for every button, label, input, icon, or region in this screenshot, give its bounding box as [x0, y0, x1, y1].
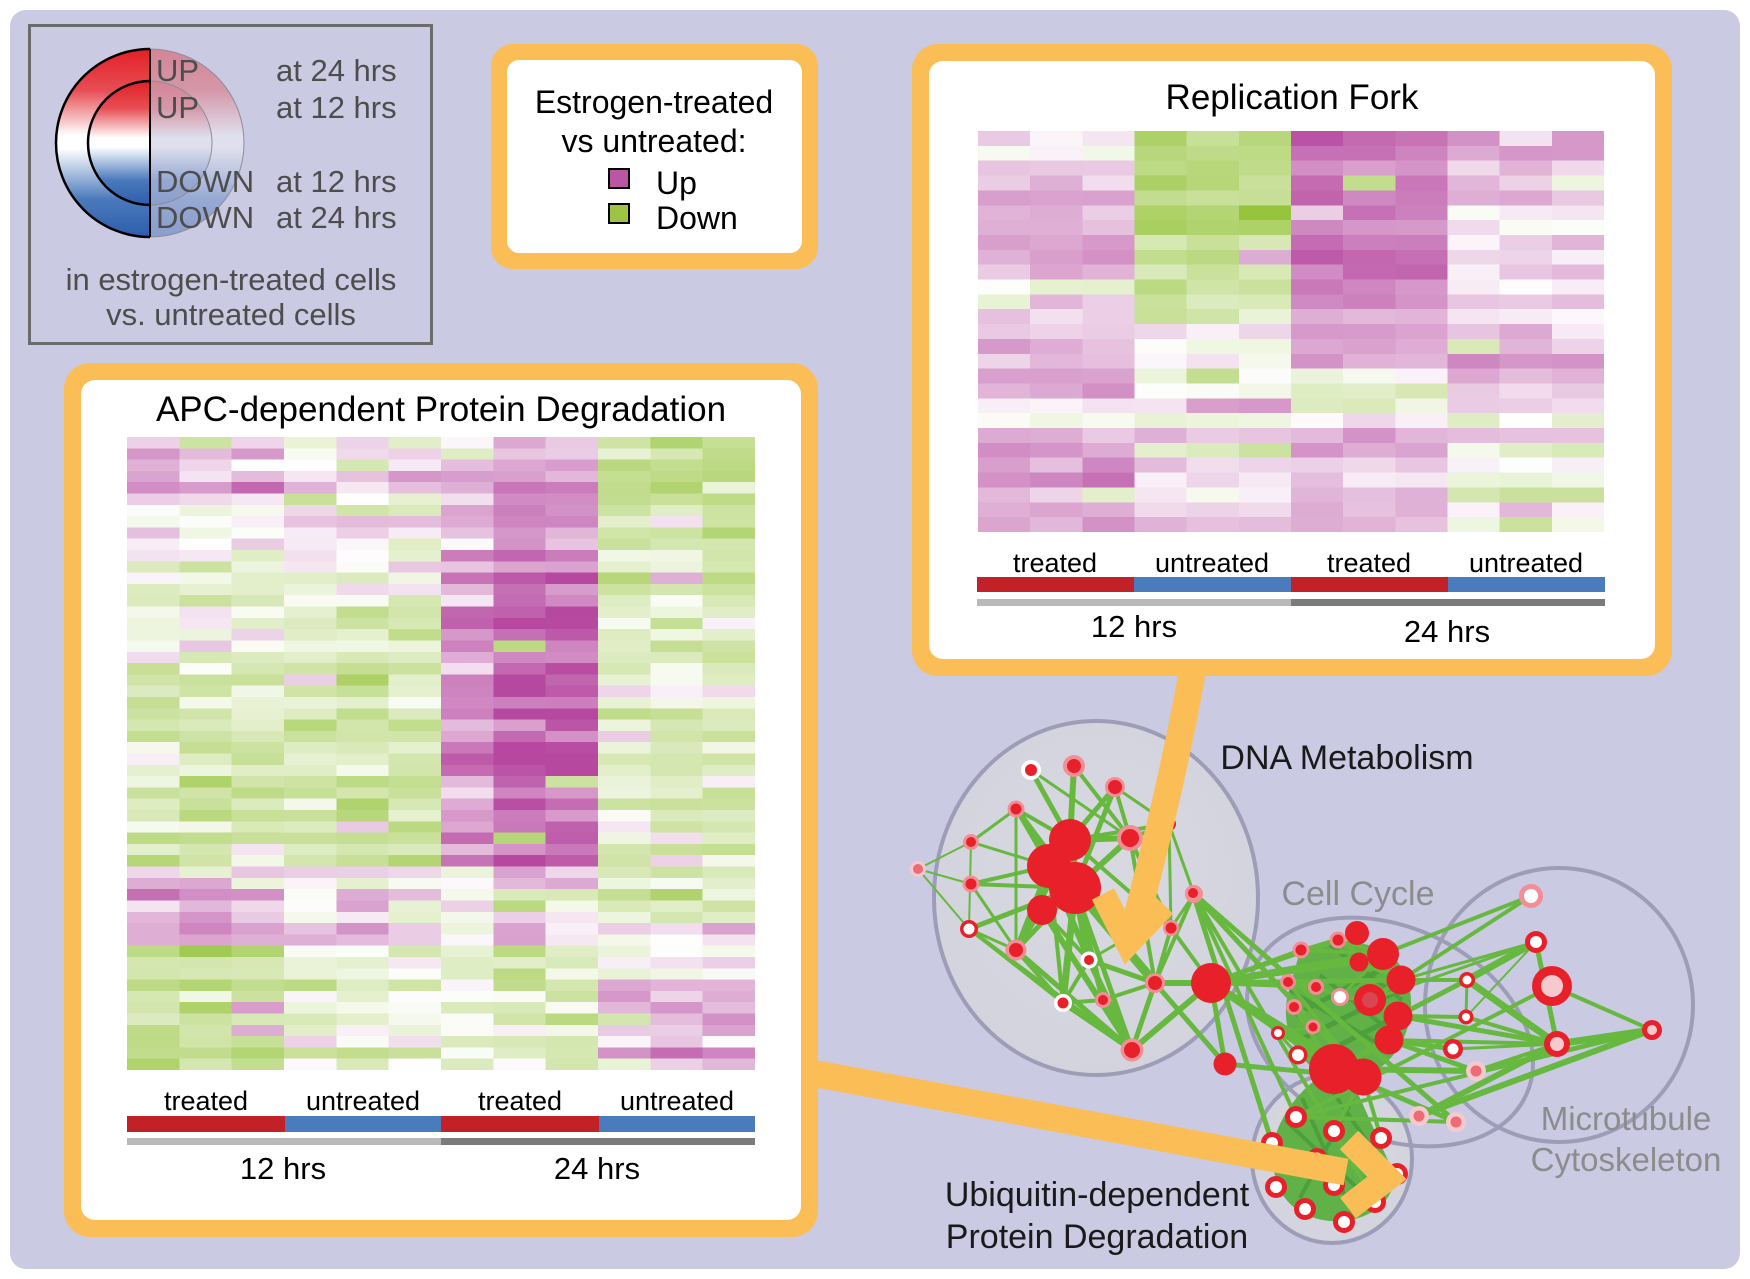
- svg-text:Cell Cycle: Cell Cycle: [1281, 875, 1434, 913]
- svg-text:Ubiquitin-dependent: Ubiquitin-dependent: [945, 1176, 1250, 1214]
- svg-text:Microtubule: Microtubule: [1541, 1100, 1712, 1137]
- svg-text:DNA Metabolism: DNA Metabolism: [1220, 739, 1473, 777]
- svg-text:Protein Degradation: Protein Degradation: [946, 1218, 1248, 1256]
- svg-text:Cytoskeleton: Cytoskeleton: [1531, 1141, 1722, 1178]
